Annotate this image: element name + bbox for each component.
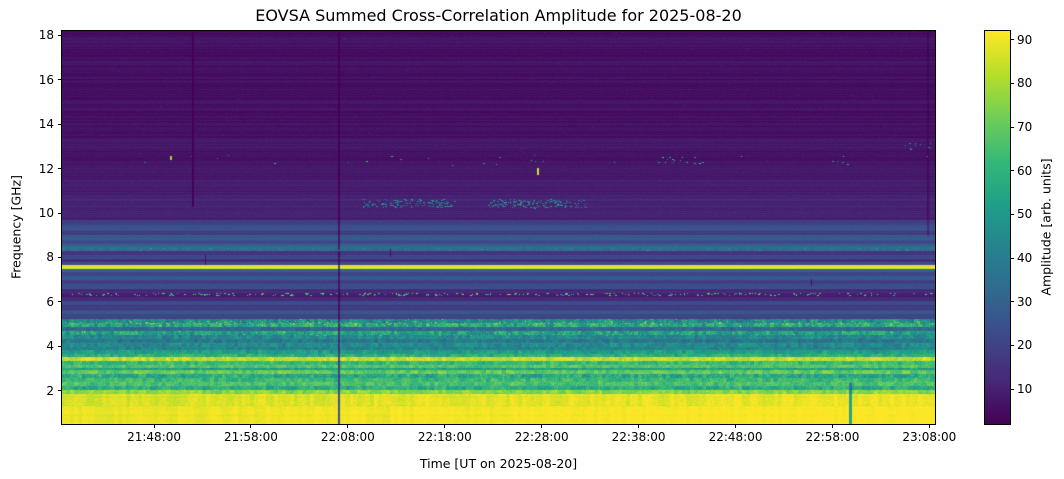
y-tick-mark <box>58 34 62 36</box>
y-tick-mark <box>58 256 62 258</box>
y-tick-label: 16 <box>38 72 54 87</box>
colorbar-tick-label: 60 <box>1017 163 1033 178</box>
x-tick-mark <box>153 424 155 428</box>
x-tick-mark <box>541 424 543 428</box>
x-tick-label: 22:08:00 <box>320 430 375 444</box>
y-tick-label: 4 <box>46 339 54 354</box>
y-tick-mark <box>58 168 62 170</box>
colorbar-tick-label: 70 <box>1017 120 1033 135</box>
x-tick-label: 22:58:00 <box>805 430 860 444</box>
x-tick-label: 23:08:00 <box>902 430 957 444</box>
y-tick-label: 10 <box>38 206 54 221</box>
x-tick-label: 22:48:00 <box>708 430 763 444</box>
x-axis-label: Time [UT on 2025-08-20] <box>419 456 578 471</box>
x-tick-mark <box>831 424 833 428</box>
colorbar-tick-label: 90 <box>1017 32 1033 47</box>
colorbar-tick-label: 40 <box>1017 251 1033 266</box>
colorbar-tick-label: 20 <box>1017 338 1033 353</box>
x-tick-label: 22:38:00 <box>611 430 666 444</box>
x-tick-label: 21:58:00 <box>224 430 278 444</box>
colorbar-tick-label: 10 <box>1017 382 1033 397</box>
y-tick-label: 14 <box>38 117 54 132</box>
colorbar-tick-label: 50 <box>1017 207 1033 222</box>
colorbar-tick-mark <box>1010 82 1014 84</box>
colorbar-tick-mark <box>1010 388 1014 390</box>
colorbar-tick-label: 30 <box>1017 294 1033 309</box>
x-tick-mark <box>347 424 349 428</box>
y-tick-label: 12 <box>38 161 54 176</box>
y-tick-label: 6 <box>46 294 54 309</box>
colorbar-tick-mark <box>1010 126 1014 128</box>
colorbar-tick-mark <box>1010 39 1014 41</box>
y-tick-label: 8 <box>46 250 54 265</box>
x-tick-mark <box>735 424 737 428</box>
colorbar-tick-mark <box>1010 344 1014 346</box>
y-tick-mark <box>58 390 62 392</box>
y-tick-mark <box>58 212 62 214</box>
x-tick-mark <box>638 424 640 428</box>
colorbar-tick-mark <box>1010 301 1014 303</box>
y-tick-mark <box>58 79 62 81</box>
x-tick-mark <box>928 424 930 428</box>
colorbar-tick-mark <box>1010 257 1014 259</box>
spectrogram-canvas <box>62 31 935 424</box>
y-tick-mark <box>58 345 62 347</box>
y-tick-label: 18 <box>38 28 54 43</box>
x-tick-mark <box>444 424 446 428</box>
spectrogram-plot-frame <box>61 30 936 425</box>
colorbar-tick-mark <box>1010 213 1014 215</box>
x-tick-mark <box>250 424 252 428</box>
colorbar-canvas <box>985 31 1010 424</box>
y-tick-mark <box>58 123 62 125</box>
x-tick-label: 22:18:00 <box>417 430 472 444</box>
colorbar <box>984 30 1011 425</box>
colorbar-tick-mark <box>1010 170 1014 172</box>
colorbar-tick-label: 80 <box>1017 76 1033 91</box>
chart-title: EOVSA Summed Cross-Correlation Amplitude… <box>255 6 742 25</box>
y-tick-label: 2 <box>46 383 54 398</box>
x-tick-label: 21:48:00 <box>127 430 182 444</box>
y-tick-mark <box>58 301 62 303</box>
colorbar-label: Amplitude [arb. units] <box>1038 158 1054 296</box>
x-tick-label: 22:28:00 <box>514 430 569 444</box>
